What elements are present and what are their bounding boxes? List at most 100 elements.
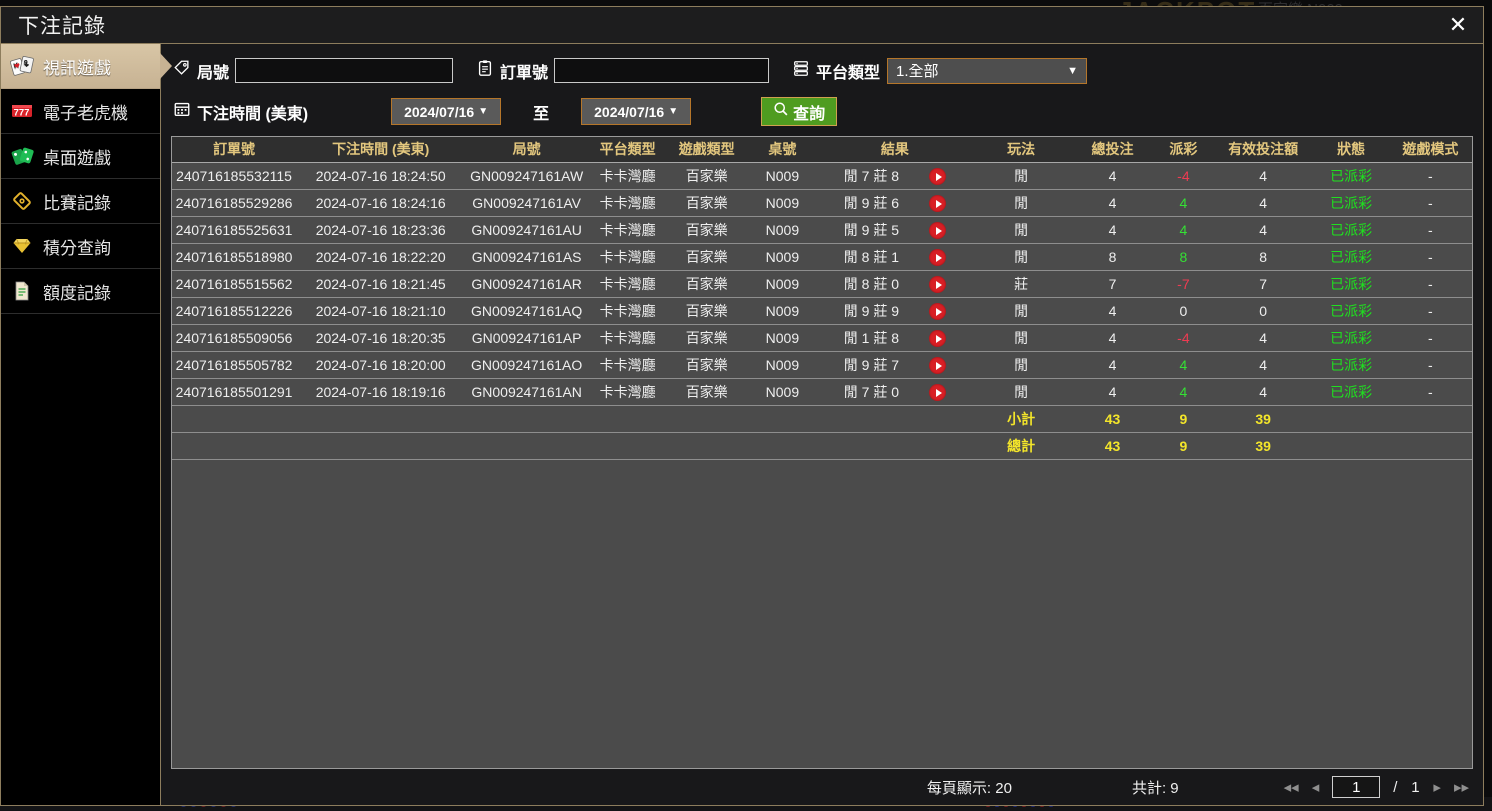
round-id-input[interactable] <box>235 58 454 83</box>
sidebar-item-points-query[interactable]: 積分查詢 <box>1 224 160 269</box>
sidebar-item-video-games[interactable]: K 9 視訊遊戲 <box>1 44 172 89</box>
table-header-row: 訂單號 下注時間 (美東) 局號 平台類型 遊戲類型 桌號 結果 玩法 總投注 … <box>172 137 1472 163</box>
sidebar-item-label: 積分查詢 <box>43 238 111 258</box>
sidebar-item-table-games[interactable]: 桌面遊戲 <box>1 134 160 179</box>
next-page-icon[interactable]: ▸ <box>1433 779 1441 796</box>
result-text: 閒 7 莊 8 <box>843 167 900 184</box>
dice-cards-icon <box>10 144 34 168</box>
date-range-separator-label: 至 <box>533 105 550 123</box>
bet-records-window: 下注記錄 ✕ K 9 <box>0 6 1484 806</box>
col-round-id[interactable]: 局號 <box>465 137 589 163</box>
sidebar-item-label: 桌面遊戲 <box>43 148 111 168</box>
play-circle-icon[interactable] <box>929 330 947 347</box>
sidebar-item-slot-machines[interactable]: 777 電子老虎機 <box>1 89 160 134</box>
cell-bet_time: 2024-07-16 18:20:00 <box>296 351 466 379</box>
tag-icon <box>173 59 191 82</box>
cell-valid_bet: 8 <box>1212 243 1314 271</box>
cell-game_mode: - <box>1388 297 1472 325</box>
table-row[interactable]: 240716185509056 2024-07-16 18:20:35 GN0092… <box>172 324 1472 352</box>
order-id-input[interactable] <box>554 58 770 83</box>
cell-valid_bet: 4 <box>1212 162 1314 190</box>
cell-platform: 卡卡灣廳 <box>588 189 668 217</box>
sidebar-item-credit-records[interactable]: 額度記錄 <box>1 269 160 314</box>
summary-row: 總計 43 9 39 <box>172 432 1472 460</box>
col-payout[interactable]: 派彩 <box>1154 137 1213 163</box>
cell-bet_time: 2024-07-16 18:24:16 <box>296 189 466 217</box>
table-row[interactable]: 240716185532115 2024-07-16 18:24:50 GN0092… <box>172 162 1472 190</box>
table-row[interactable]: 240716185518980 2024-07-16 18:22:20 GN0092… <box>172 243 1472 271</box>
order-id-label: 訂單號 <box>476 59 548 83</box>
result-text: 閒 9 莊 7 <box>843 356 900 373</box>
play-circle-icon[interactable] <box>929 168 947 185</box>
cell-play_type: 閒 <box>971 189 1071 217</box>
col-play-type[interactable]: 玩法 <box>971 137 1071 163</box>
cell-order_id: 240716185512226 <box>172 297 297 325</box>
play-circle-icon[interactable] <box>929 303 947 320</box>
play-circle-icon[interactable] <box>929 222 947 239</box>
result-text: 閒 9 莊 9 <box>843 302 900 319</box>
cell-order_id: 240716185518980 <box>172 243 297 271</box>
cell-payout: 4 <box>1154 216 1213 244</box>
col-table-no[interactable]: 桌號 <box>746 137 819 163</box>
summary-valid-bet: 39 <box>1212 432 1314 460</box>
cell-order_id: 240716185525631 <box>172 216 297 244</box>
play-circle-icon[interactable] <box>929 357 947 374</box>
table-row[interactable]: 240716185529286 2024-07-16 18:24:16 GN0092… <box>172 189 1472 217</box>
cell-bet_time: 2024-07-16 18:21:10 <box>296 297 466 325</box>
result-text: 閒 7 莊 0 <box>843 383 900 400</box>
col-result[interactable]: 結果 <box>818 137 972 163</box>
table-row[interactable]: 240716185501291 2024-07-16 18:19:16 GN0092… <box>172 378 1472 406</box>
cell-game_type: 百家樂 <box>667 297 747 325</box>
cell-valid_bet: 0 <box>1212 297 1314 325</box>
col-game-mode[interactable]: 遊戲模式 <box>1388 137 1472 163</box>
prev-page-icon[interactable]: ◂ <box>1311 779 1320 796</box>
table-row[interactable]: 240716185512226 2024-07-16 18:21:10 GN0092… <box>172 297 1472 325</box>
cell-round_id: GN009247161AS <box>465 243 589 271</box>
summary-total-bet: 43 <box>1070 432 1155 460</box>
col-status[interactable]: 狀態 <box>1313 137 1389 163</box>
bet-records-table-container[interactable]: 訂單號 下注時間 (美東) 局號 平台類型 遊戲類型 桌號 結果 玩法 總投注 … <box>171 136 1473 769</box>
bet-time-to-datepicker[interactable]: 2024/07/16 ▼ <box>581 98 692 125</box>
col-total-bet[interactable]: 總投注 <box>1070 137 1155 163</box>
cell-status: 已派彩 <box>1313 189 1389 217</box>
table-row[interactable]: 240716185525631 2024-07-16 18:23:36 GN0092… <box>172 216 1472 244</box>
cell-valid_bet: 4 <box>1212 189 1314 217</box>
play-circle-icon[interactable] <box>929 195 947 212</box>
col-order-id[interactable]: 訂單號 <box>172 137 297 163</box>
cell-total_bet: 8 <box>1070 243 1155 271</box>
first-page-icon[interactable]: ◂◂ <box>1283 779 1299 796</box>
col-platform[interactable]: 平台類型 <box>588 137 668 163</box>
cell-bet_time: 2024-07-16 18:22:20 <box>296 243 466 271</box>
cell-platform: 卡卡灣廳 <box>588 297 668 325</box>
cell-play_type: 閒 <box>971 243 1071 271</box>
col-bet-time[interactable]: 下注時間 (美東) <box>296 137 466 163</box>
table-row[interactable]: 240716185505782 2024-07-16 18:20:00 GN0092… <box>172 351 1472 379</box>
result-text: 閒 8 莊 0 <box>843 275 900 292</box>
pagination: ◂◂ ◂ / 1 ▸ ▸▸ <box>1284 776 1469 798</box>
filter-bar: 局號 訂單號 <box>161 44 1483 136</box>
table-body: 240716185532115 2024-07-16 18:24:50 GN0092… <box>172 162 1472 460</box>
cell-round_id: GN009247161AQ <box>465 297 589 325</box>
sidebar-item-tournament-records[interactable]: 比賽記錄 <box>1 179 160 224</box>
cell-table_no: N009 <box>746 270 819 298</box>
play-circle-icon[interactable] <box>929 276 947 293</box>
col-valid-bet[interactable]: 有效投注額 <box>1212 137 1314 163</box>
table-row[interactable]: 240716185515562 2024-07-16 18:21:45 GN0092… <box>172 270 1472 298</box>
last-page-icon[interactable]: ▸▸ <box>1453 779 1469 796</box>
bet-time-from-datepicker[interactable]: 2024/07/16 ▼ <box>391 98 502 125</box>
cell-game_mode: - <box>1388 378 1472 406</box>
cell-result: 閒 9 莊 5 <box>818 216 972 244</box>
cell-result: 閒 7 莊 8 <box>818 162 972 190</box>
page-number-input[interactable] <box>1332 776 1381 798</box>
cell-payout: 8 <box>1154 243 1213 271</box>
platform-type-select[interactable]: 1.全部 ▼ <box>887 57 1088 84</box>
play-circle-icon[interactable] <box>929 384 947 401</box>
slot-777-icon: 777 <box>10 99 34 123</box>
search-button[interactable]: 查詢 <box>761 97 838 126</box>
close-icon[interactable]: ✕ <box>1448 12 1468 37</box>
document-icon <box>10 279 34 303</box>
col-game-type[interactable]: 遊戲類型 <box>667 137 747 163</box>
cell-platform: 卡卡灣廳 <box>588 216 668 244</box>
cell-valid_bet: 4 <box>1212 324 1314 352</box>
play-circle-icon[interactable] <box>929 249 947 266</box>
